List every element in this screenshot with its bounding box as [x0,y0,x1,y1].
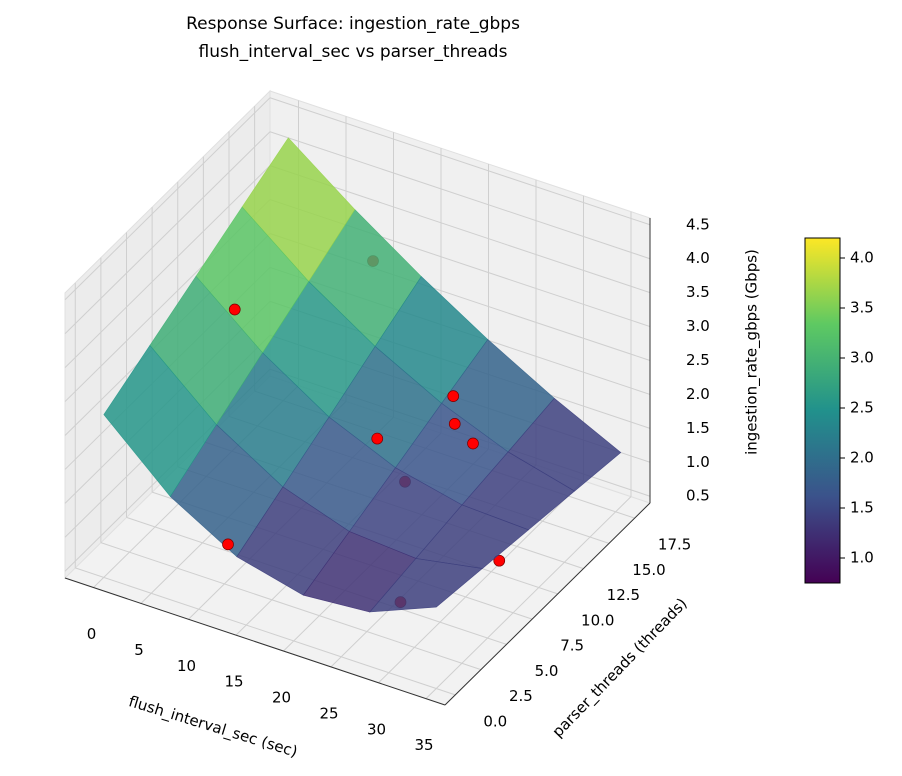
colorbar-tick-label: 2.0 [850,449,874,467]
axis-line [444,502,651,706]
colorbar-tick-label: 3.0 [850,349,874,367]
grid-line [64,97,271,301]
y-tick-label: 7.5 [560,637,584,655]
colorbar-tick-label: 4.0 [850,249,874,267]
y-tick-label: 12.5 [607,586,640,604]
x-tick-label: 0 [87,625,97,643]
data-point [222,538,234,551]
y-tick-label: 0.0 [483,712,507,730]
z-tick-label: 1.5 [686,419,710,437]
x-tick-label: 30 [367,720,386,738]
colorbar-tick-label: 3.5 [850,299,874,317]
y-tick-label: 17.5 [658,536,691,554]
colorbar-tick-label: 1.5 [850,499,874,517]
data-point [493,554,506,567]
x-tick-label: 10 [177,657,196,675]
grid-line [378,480,584,684]
axis-line [64,577,446,706]
z-tick-label: 2.5 [686,351,710,369]
colorbar-tick-label: 1.0 [850,549,874,567]
y-tick-label: 5.0 [535,662,559,680]
grid-line [100,542,482,671]
z-tick-label: 4.5 [686,215,710,233]
grid-line [75,567,456,696]
grid-line [64,165,271,368]
z-tick-label: 3.0 [686,317,710,335]
z-tick-label: 0.5 [686,487,710,505]
data-point [447,390,460,402]
surface-patch [369,558,484,613]
z-axis-label: ingestion_rate_gbps (Gbps) [743,249,762,455]
chart-subtitle: flush_interval_sec vs parser_threads [199,42,508,62]
x-tick-label: 15 [224,673,243,691]
y-tick-label: 2.5 [509,687,533,705]
surface-patch [103,344,217,498]
data-point [371,432,384,445]
colorbar [804,237,841,584]
grid-line [425,496,632,700]
grid-line [64,131,271,335]
x-tick-label: 20 [272,689,291,707]
z-tick-label: 1.0 [686,453,710,471]
z-tick-label: 3.5 [686,283,710,301]
y-tick-label: 10.0 [581,611,614,629]
data-point [448,418,461,430]
data-point [228,303,241,316]
y-tick-label: 15.0 [632,561,665,579]
x-tick-label: 35 [414,736,433,754]
chart-title: Response Surface: ingestion_rate_gbps [186,14,520,34]
y-axis-label: parser_threads (threads) [549,594,692,741]
grid-line [269,97,651,226]
colorbar-tick-label: 2.5 [850,399,874,417]
x-tick-label: 5 [134,641,144,659]
z-tick-label: 4.0 [686,249,710,267]
data-point [467,437,479,450]
x-tick-label: 25 [319,704,338,722]
grid-line [269,131,651,260]
z-tick-label: 2.0 [686,385,710,403]
